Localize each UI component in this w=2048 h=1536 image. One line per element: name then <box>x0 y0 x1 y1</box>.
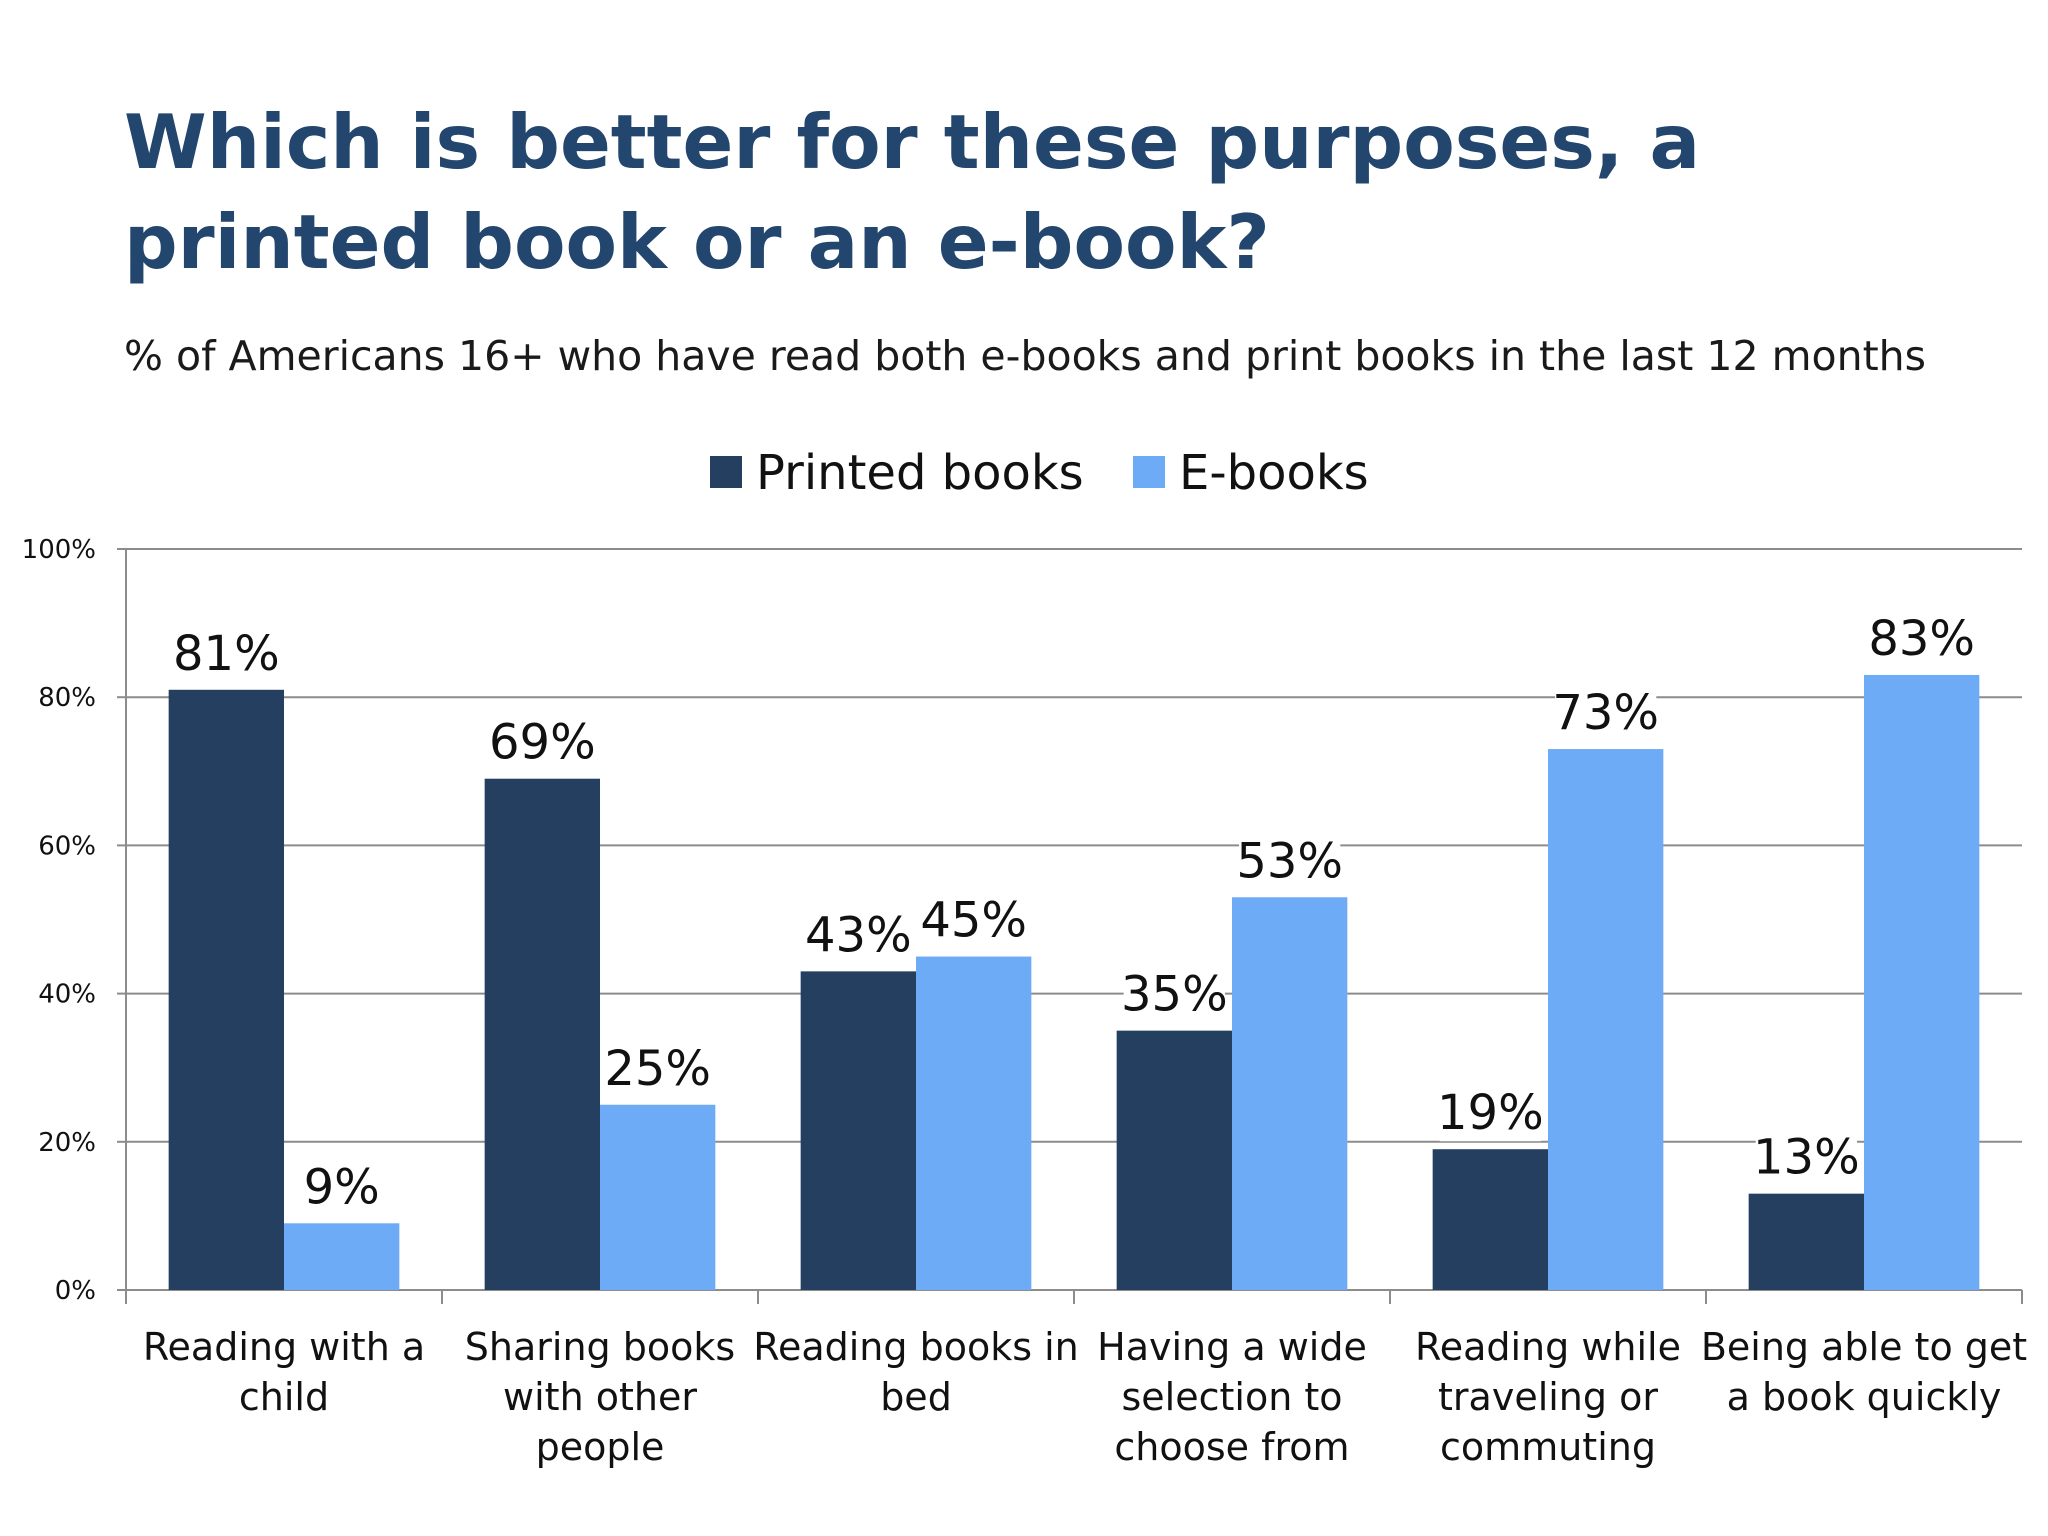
x-tick-label-line: Sharing books <box>465 1325 735 1369</box>
x-tick-label-line: Reading while <box>1415 1325 1681 1369</box>
legend-item-printed-books: Printed books <box>710 445 1084 501</box>
y-tick-label: 80% <box>38 683 96 713</box>
x-tick-label: Sharing books with other people <box>465 1325 735 1469</box>
y-tick-label: 60% <box>38 831 96 861</box>
x-tick-label: Reading with a child <box>143 1325 425 1419</box>
legend-item-e-books: E-books <box>1133 445 1369 501</box>
data-label-background <box>1555 685 1657 742</box>
data-label-background <box>923 892 1025 949</box>
data-label: 53% <box>1236 833 1343 889</box>
bar-e-books <box>1548 749 1664 1290</box>
x-tick-label: Being able to get a book quickly <box>1701 1325 2027 1419</box>
data-label: 25% <box>604 1041 711 1097</box>
data-label-background <box>305 1159 378 1216</box>
x-tick-label-line: bed <box>880 1375 952 1419</box>
data-label: 45% <box>920 893 1027 949</box>
x-tick-label-line: with other <box>503 1375 697 1419</box>
data-label: 43% <box>805 907 912 963</box>
legend-swatch <box>710 456 742 488</box>
legend-label: E-books <box>1179 445 1369 501</box>
x-tick-label-line: people <box>536 1425 665 1469</box>
bar-e-books <box>1232 897 1348 1290</box>
data-label-background <box>607 1040 709 1097</box>
data-label-background <box>1239 833 1341 890</box>
data-label: 73% <box>1552 685 1659 741</box>
x-tick-labels: Reading with a child Sharing books with oth… <box>143 1325 2027 1469</box>
legend-label: Printed books <box>756 445 1084 501</box>
x-tick-label: Having a wide selection to choose from <box>1097 1325 1367 1469</box>
x-tick-label-line: Having a wide <box>1097 1325 1367 1369</box>
data-label-background <box>1871 610 1973 667</box>
gridlines <box>126 548 2022 1143</box>
bar-e-books <box>284 1223 400 1290</box>
x-tick-label-line: commuting <box>1440 1425 1656 1469</box>
legend: Printed books E-books <box>710 445 1369 501</box>
y-tick-label: 100% <box>22 535 96 565</box>
x-tick-label: Reading books in bed <box>753 1325 1078 1419</box>
y-tick-label: 40% <box>38 980 96 1010</box>
data-label-background <box>1123 966 1225 1023</box>
x-tick-label-line: selection to <box>1121 1375 1342 1419</box>
data-label-background <box>175 625 277 682</box>
x-tick-label-line: traveling or <box>1438 1375 1658 1419</box>
data-label-background <box>491 714 593 771</box>
x-tick-label-line: choose from <box>1114 1425 1349 1469</box>
x-tick-label-line: Reading with a <box>143 1325 425 1369</box>
data-label: 83% <box>1868 611 1975 667</box>
data-label-background <box>1439 1085 1541 1142</box>
legend-swatch <box>1133 456 1165 488</box>
chart-title: Which is better for these purposes, a pr… <box>124 98 1701 286</box>
bars <box>168 674 1980 1290</box>
data-labels: 81% 9% 69% 25% 43% 45% 35% 53% 19% 73% 13% 83% <box>173 610 1975 1216</box>
bar-printed-books <box>800 971 916 1290</box>
bar-e-books <box>1864 674 1980 1290</box>
bar-printed-books <box>1432 1149 1548 1290</box>
bar-printed-books <box>1116 1030 1232 1290</box>
bar-printed-books <box>484 778 600 1290</box>
data-label-background <box>807 907 909 964</box>
axes: 0% 20% 40% 60% 80% 100% <box>22 535 2023 1306</box>
x-tick-label-line: Reading books in <box>753 1325 1078 1369</box>
data-label: 9% <box>304 1159 380 1215</box>
data-label: 69% <box>489 715 596 771</box>
x-tick-label-line: Being able to get <box>1701 1325 2027 1369</box>
y-tick-label: 0% <box>55 1276 96 1306</box>
y-tick-label: 20% <box>38 1128 96 1158</box>
bar-e-books <box>916 956 1032 1290</box>
bar-printed-books <box>1748 1193 1864 1290</box>
x-tick-label-line: child <box>239 1375 329 1419</box>
data-label: 13% <box>1753 1130 1860 1186</box>
data-label: 35% <box>1121 967 1228 1023</box>
chart-subtitle: % of Americans 16+ who have read both e-… <box>124 332 1926 380</box>
data-label-background <box>1755 1129 1857 1186</box>
data-label: 19% <box>1437 1085 1544 1141</box>
bar-e-books <box>600 1104 716 1290</box>
bar-printed-books <box>168 689 284 1290</box>
data-label: 81% <box>173 626 280 682</box>
x-tick-label-line: a book quickly <box>1727 1375 2002 1419</box>
x-tick-label: Reading while traveling or commuting <box>1415 1325 1681 1469</box>
